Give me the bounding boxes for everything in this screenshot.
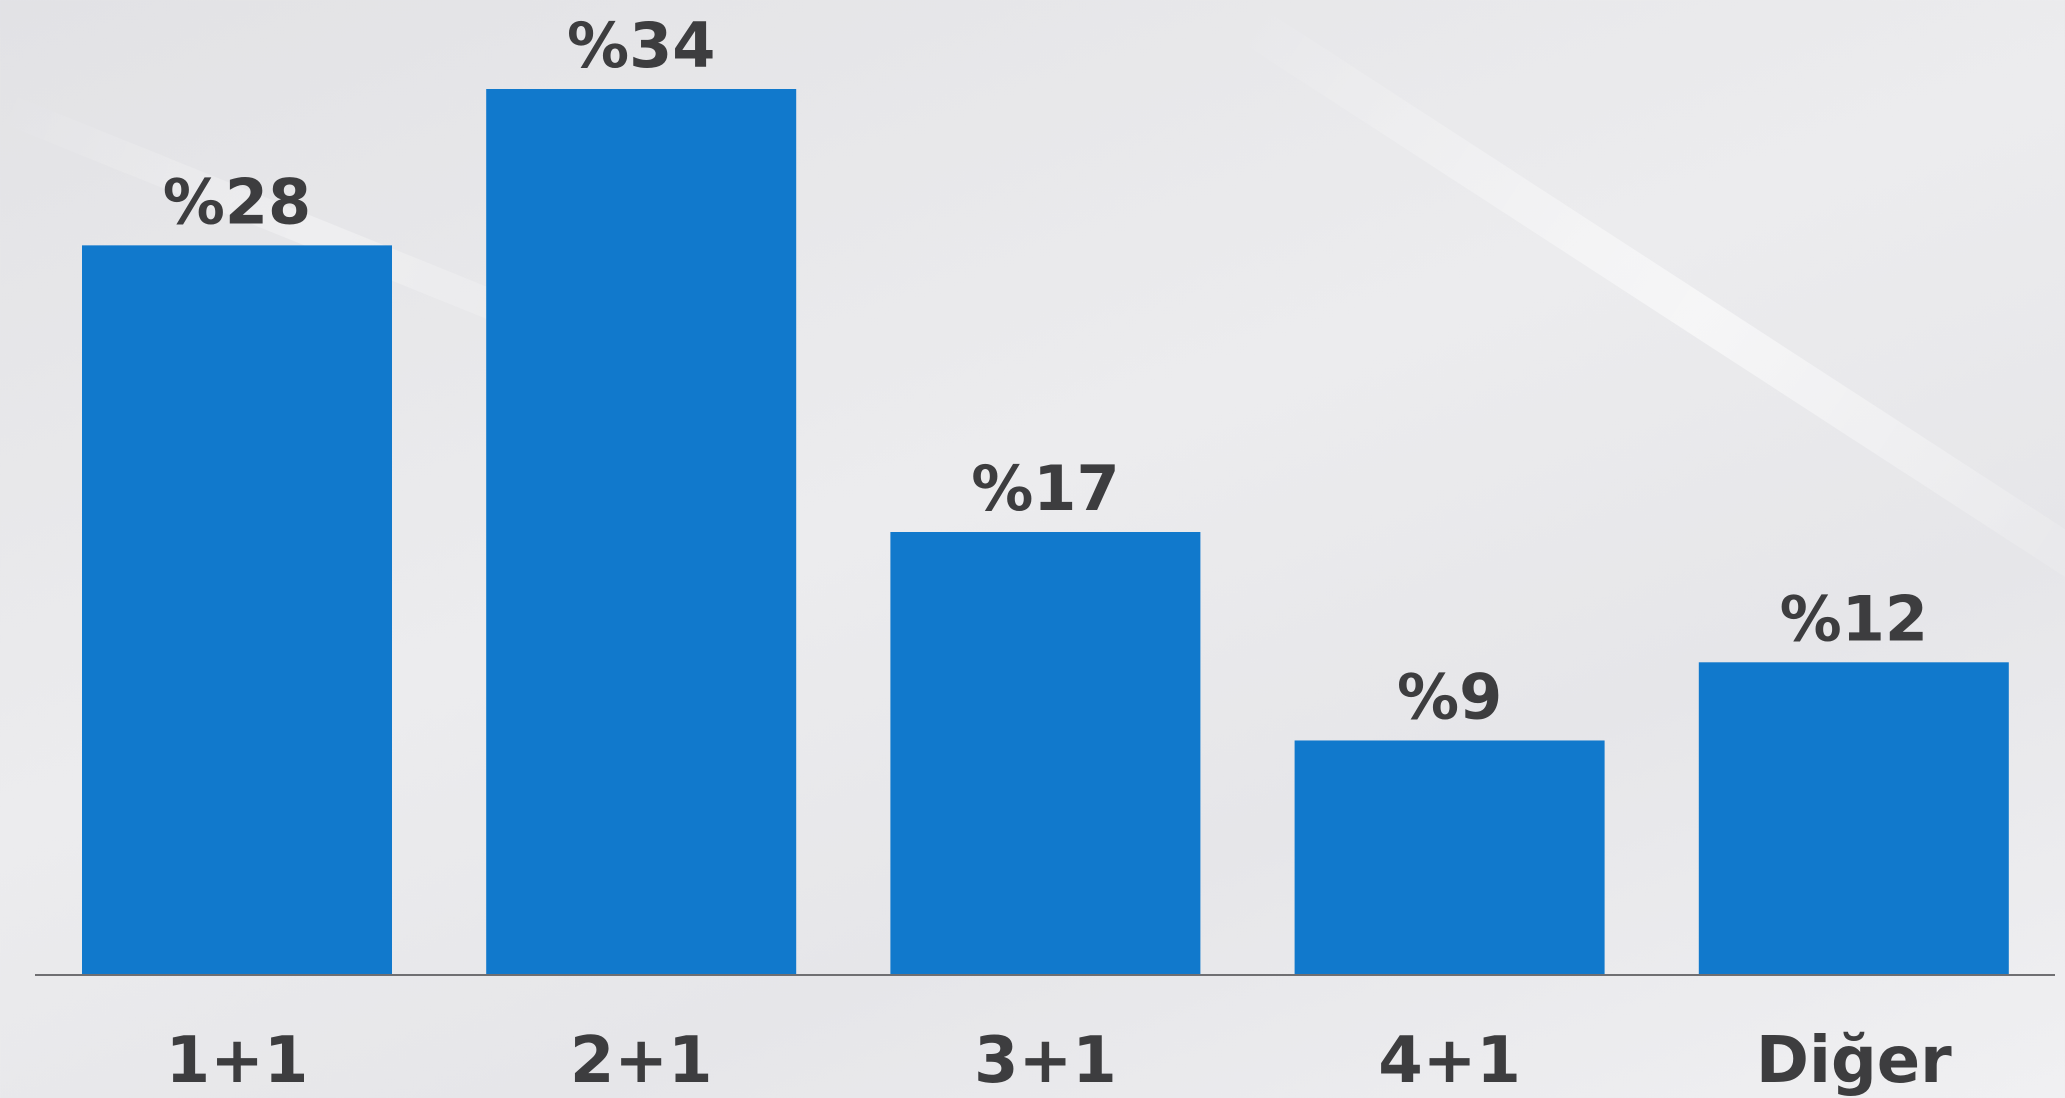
value-label-5: %12 xyxy=(1780,582,1928,655)
bar-5 xyxy=(1698,662,2009,975)
category-labels-group: 1+1 2+1 3+1 4+1 Diğer xyxy=(166,1024,1953,1098)
bars-group xyxy=(82,89,2009,976)
value-label-4: %9 xyxy=(1397,660,1502,733)
category-label-1: 1+1 xyxy=(166,1024,309,1098)
bar-3 xyxy=(890,532,1201,975)
category-label-5: Diğer xyxy=(1756,1024,1952,1098)
value-label-1: %28 xyxy=(163,165,311,238)
value-label-2: %34 xyxy=(567,9,715,82)
category-label-4: 4+1 xyxy=(1378,1024,1521,1098)
category-label-2: 2+1 xyxy=(570,1024,713,1098)
value-label-3: %17 xyxy=(971,452,1119,525)
bar-4 xyxy=(1294,740,1605,975)
category-label-3: 3+1 xyxy=(974,1024,1117,1098)
bar-1 xyxy=(82,245,392,976)
bar-2 xyxy=(486,89,797,975)
value-labels-group: %28 %34 %17 %9 %12 xyxy=(163,9,1928,733)
